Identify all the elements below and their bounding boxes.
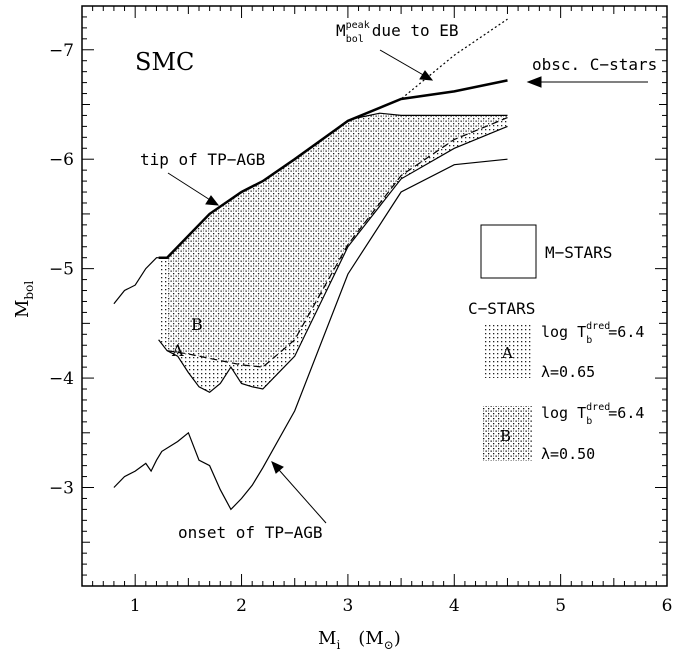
- series-line-0: [158, 79, 508, 259]
- y-axis-label-main: M: [12, 300, 33, 318]
- annotation-onset: onset of TP−AGB: [178, 523, 323, 542]
- series-line-1: [113, 257, 159, 305]
- region-label-B: B: [191, 315, 203, 334]
- region-B-shading: [167, 113, 508, 368]
- arrow-obsc-head: [526, 76, 542, 88]
- legend-m-stars-box: [480, 224, 537, 279]
- y-tick-label: −7: [49, 41, 74, 61]
- series-line-4: [158, 125, 508, 394]
- arrow-onset-head: [271, 461, 284, 474]
- legend-A-log-sub: b: [586, 335, 592, 346]
- annotation-peak-suffix: due to EB: [372, 21, 459, 40]
- y-tick-label: −5: [49, 260, 74, 280]
- x-axis-unit-close: ): [394, 628, 401, 649]
- legend-A-lambda: λ=0.65: [541, 363, 595, 381]
- legend: M−STARS C−STARS A log Tdred b =6.4 λ=0.65 …: [468, 224, 644, 463]
- legend-c-stars-label: C−STARS: [468, 299, 535, 318]
- panel-label: SMC: [135, 48, 194, 76]
- annotation-arrows: [167, 49, 648, 524]
- annotation-obsc: obsc. C−stars: [532, 55, 657, 74]
- annotation-peak-sup: peak: [346, 20, 370, 31]
- legend-A-swatch: [483, 324, 532, 378]
- legend-B-swatch: [483, 406, 532, 461]
- annotation-peak-m: M: [336, 21, 346, 40]
- x-axis-unit-sun: ⊙: [384, 638, 394, 651]
- arrow-tip-head: [205, 195, 220, 206]
- y-tick-label: −4: [49, 369, 74, 389]
- x-tick-label: 6: [662, 596, 673, 616]
- legend-B-lambda: λ=0.50: [541, 445, 595, 463]
- legend-m-stars-label: M−STARS: [545, 243, 612, 262]
- legend-B-log-value: =6.4: [608, 404, 644, 422]
- legend-A-letter: A: [501, 344, 513, 362]
- x-tick-label: 1: [130, 596, 141, 616]
- y-axis-label: Mbol: [12, 281, 36, 318]
- arrow-peak-head: [419, 70, 434, 81]
- annotation-tip: tip of TP−AGB: [140, 150, 265, 169]
- legend-B-log-sup: dred: [586, 402, 610, 413]
- series-line-6: [347, 112, 508, 122]
- x-tick-label: 2: [236, 596, 247, 616]
- annotation-peak: Mpeak bol due to EB: [336, 20, 459, 45]
- legend-A-log-sup: dred: [586, 321, 610, 332]
- plot-frame: [81, 5, 668, 587]
- y-tick-label: −6: [49, 150, 74, 170]
- legend-B-letter: B: [500, 427, 511, 445]
- x-axis-unit-open: (M: [358, 628, 383, 649]
- y-axis-label-sub: bol: [22, 281, 36, 300]
- region-label-A: A: [171, 341, 184, 360]
- x-tick-label: 3: [342, 596, 353, 616]
- tick-layer: 1 2 3 4 5 6 −3 −4 −5 −6 −7: [49, 5, 673, 616]
- series-line-3: [113, 158, 508, 511]
- legend-A-log-prefix: log T: [541, 323, 586, 341]
- y-tick-label: −3: [49, 479, 74, 499]
- legend-B-log-prefix: log T: [541, 404, 586, 422]
- x-axis-label: Mi (M⊙): [318, 628, 401, 651]
- shaded-regions: [158, 113, 508, 393]
- annotation-peak-sub: bol: [346, 34, 364, 45]
- arrow-onset: [271, 461, 327, 524]
- x-axis-label-sub: i: [336, 638, 340, 651]
- legend-B-log: log Tdred b =6.4: [541, 402, 644, 427]
- series-line-5: [167, 117, 508, 368]
- x-tick-label: 4: [449, 596, 460, 616]
- legend-A-log: log Tdred b =6.4: [541, 321, 644, 346]
- x-axis-label-main: M: [318, 628, 336, 649]
- legend-A-log-value: =6.4: [608, 323, 644, 341]
- legend-B-log-sub: b: [586, 416, 592, 427]
- x-tick-label: 5: [555, 596, 566, 616]
